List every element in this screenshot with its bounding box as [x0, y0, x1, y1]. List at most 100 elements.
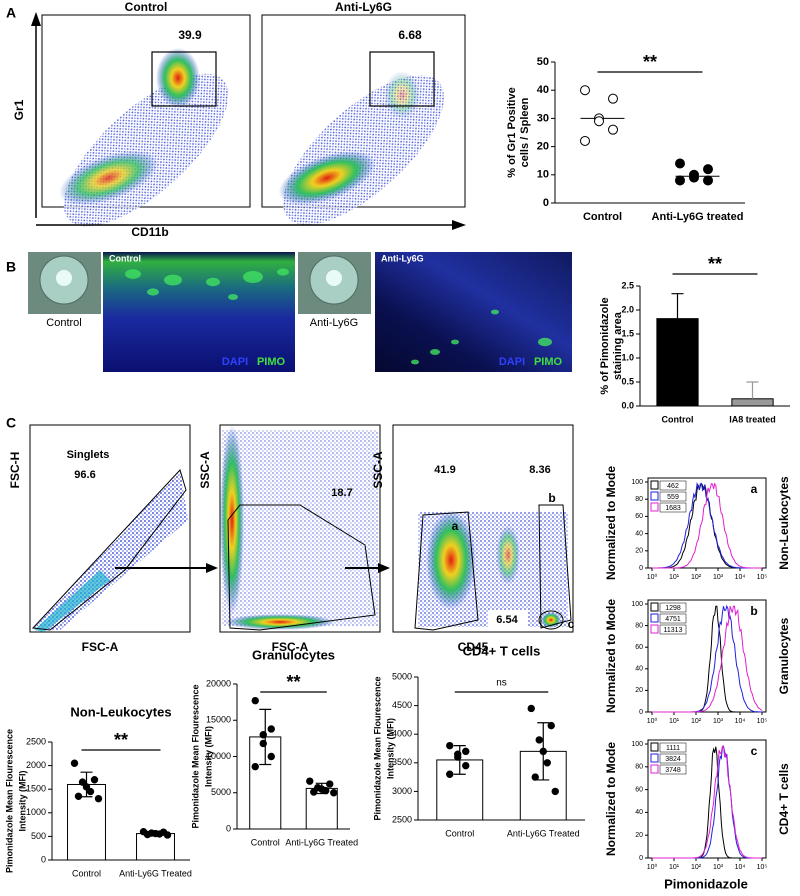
error-bar [671, 293, 684, 319]
legend-swatch [650, 613, 659, 623]
x-tick-label: 10⁴ [735, 574, 746, 581]
gate-value: 39.9 [178, 28, 202, 42]
gate-letter: a [751, 482, 758, 496]
legend-swatch [650, 480, 659, 490]
data-point [267, 725, 275, 733]
y-tick-label: 0 [639, 709, 643, 716]
stain-spot [125, 269, 141, 279]
data-point [143, 830, 152, 839]
stain-label: DAPI [222, 356, 248, 368]
legend-swatch [650, 742, 659, 752]
legend-label: 4751 [665, 616, 681, 623]
y-tick-label: 0 [41, 854, 46, 864]
y-tick-label: 1500 [26, 784, 46, 794]
stain-spot [451, 339, 459, 345]
density-core [220, 425, 244, 615]
axis-label: Normalized to Mode [604, 599, 618, 713]
y-tick-label: 15000 [206, 715, 231, 725]
axis-label: SSC-A [198, 451, 212, 489]
y-tick-label: 10 [537, 169, 549, 181]
chart-title: Granulocytes [252, 647, 335, 662]
data-point [580, 135, 590, 146]
y-tick-label: 100 [631, 741, 643, 748]
data-point [306, 777, 314, 785]
legend-label: 559 [667, 494, 679, 501]
y-axis-label: Intensity (MFI) [203, 726, 213, 787]
micrograph [375, 252, 572, 372]
x-tick-label: 10³ [713, 574, 724, 581]
data-point [462, 747, 470, 756]
histogram-title: Non-Leukocytes [777, 476, 791, 570]
gate-value: 6.54 [496, 614, 518, 626]
y-tick-label: 1.5 [621, 328, 634, 338]
y-tick-label: 40 [635, 666, 643, 673]
legend-box [659, 742, 687, 753]
axis-label: Gr1 [12, 99, 26, 120]
x-tick-label: Control [72, 868, 101, 878]
density-core [278, 151, 376, 205]
data-point [259, 731, 267, 739]
y-axis-label: Intensity (MFI) [17, 771, 27, 832]
density-core [59, 150, 158, 206]
histogram-curve [652, 605, 763, 713]
x-tick-label: Anti-Ly6G Treated [507, 828, 580, 838]
x-tick-label: 10³ [713, 864, 724, 871]
data-point [310, 788, 318, 796]
gate-value: 18.7 [331, 487, 352, 499]
y-tick-label: 2.0 [621, 304, 634, 314]
histogram-curve [652, 481, 762, 569]
legend-box [659, 613, 687, 624]
data-point [155, 830, 164, 838]
gate-letter: b [750, 604, 757, 618]
y-tick-label: 0 [226, 823, 231, 833]
legend-swatch [650, 753, 659, 763]
gate [538, 504, 572, 629]
data-point [547, 721, 555, 730]
x-tick-label: 10¹ [669, 574, 680, 581]
legend-box [659, 491, 687, 502]
y-tick-label: 0 [543, 197, 549, 209]
data-point [267, 752, 275, 761]
gate [151, 51, 217, 107]
data-point [543, 759, 551, 767]
stain-spot [206, 277, 220, 287]
legend-box [659, 764, 687, 775]
y-axis-label: Intensity (MFI) [385, 718, 395, 779]
axis-label: SSC-A [371, 451, 385, 489]
error-bar [746, 381, 759, 399]
density-core [225, 614, 335, 630]
eye-label: Control [46, 317, 81, 329]
legend-label: 1298 [665, 605, 681, 612]
legend-label: 1683 [665, 505, 681, 512]
plot-title: Anti-Ly6G [335, 0, 392, 14]
eye-reflex [56, 270, 72, 286]
legend-label: 3748 [665, 767, 681, 774]
data-point [608, 93, 618, 104]
gate-letter: b [548, 491, 555, 505]
data-point [531, 773, 539, 781]
axis-label: CD45 [458, 640, 489, 654]
legend-swatch [650, 624, 659, 634]
y-tick-label: 1000 [26, 807, 46, 817]
panel-label: A [6, 5, 16, 21]
data-point [251, 696, 259, 705]
x-tick-label: 10³ [713, 718, 724, 725]
density-cloud [34, 470, 188, 630]
y-tick-label: 20 [635, 832, 643, 839]
x-tick-label: 10⁵ [757, 574, 768, 581]
axis-label: Normalized to Mode [604, 742, 618, 856]
data-point [594, 116, 604, 127]
arrowhead [31, 12, 41, 26]
y-tick-label: 60 [635, 786, 643, 793]
data-point [70, 759, 79, 767]
y-tick-label: 100 [631, 479, 643, 486]
significance: ** [286, 672, 300, 692]
legend-box [659, 480, 687, 491]
data-point [527, 704, 535, 713]
arrowhead [206, 563, 218, 573]
x-tick-label: Control [662, 414, 694, 424]
data-point [82, 783, 91, 791]
data-point [608, 124, 618, 135]
eye-label: Anti-Ly6G [310, 317, 359, 329]
